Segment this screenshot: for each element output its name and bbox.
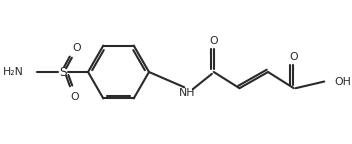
Text: OH: OH	[335, 76, 352, 87]
Text: S: S	[59, 66, 67, 78]
Text: O: O	[70, 92, 79, 102]
Text: NH: NH	[179, 88, 195, 98]
Text: O: O	[72, 43, 81, 53]
Text: O: O	[289, 52, 298, 62]
Text: O: O	[209, 36, 218, 46]
Text: H₂N: H₂N	[2, 67, 23, 77]
